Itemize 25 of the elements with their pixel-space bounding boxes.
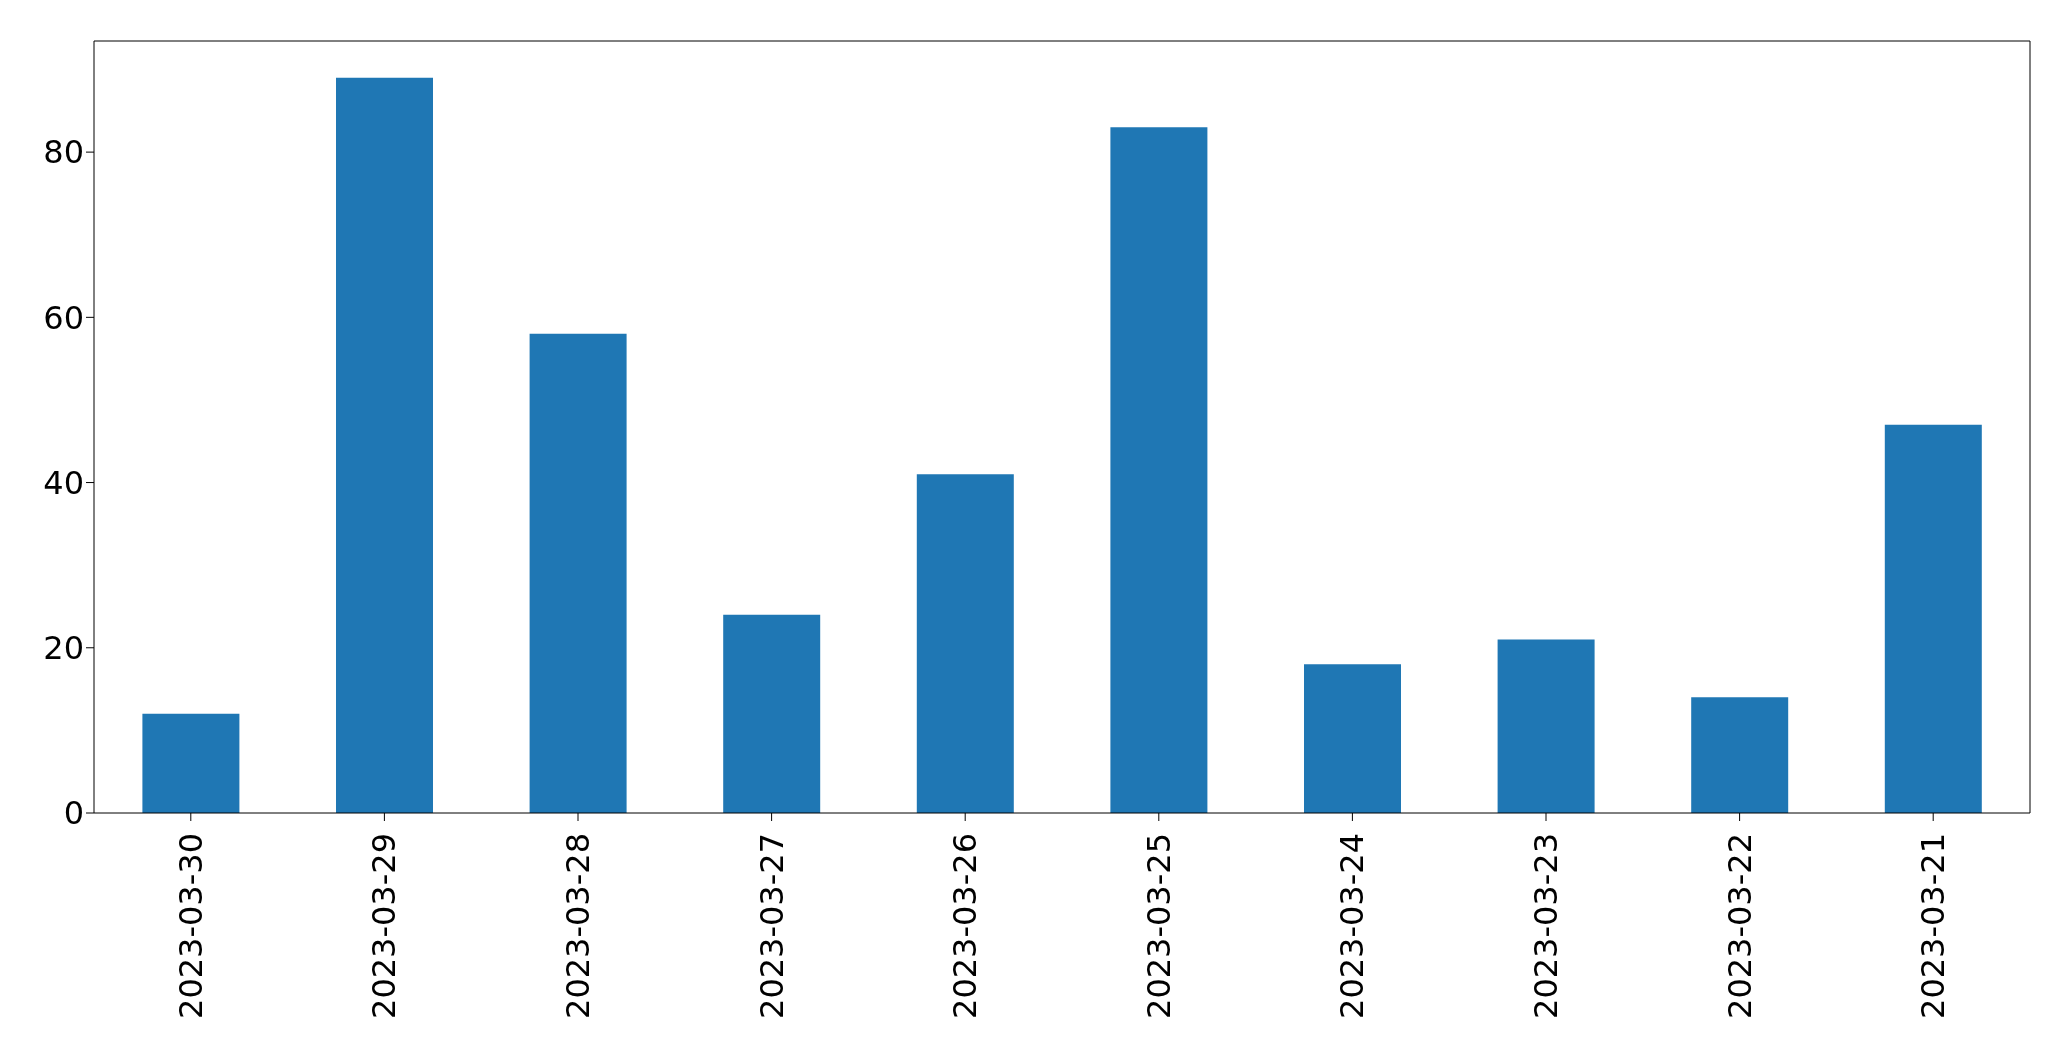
x-tick-label: 2023-03-30 (171, 833, 210, 1019)
y-tick-label: 20 (43, 629, 84, 668)
y-tick-label: 80 (43, 133, 84, 172)
x-tick-label: 2023-03-22 (1720, 833, 1759, 1019)
x-tick-label: 2023-03-29 (365, 833, 404, 1019)
x-tick-label: 2023-03-28 (559, 833, 597, 1019)
bar (1304, 664, 1401, 813)
bar (1497, 639, 1595, 813)
x-tick-label: 2023-03-26 (946, 833, 985, 1019)
x-tick-label: 2023-03-25 (1139, 833, 1178, 1019)
bar (1884, 424, 1982, 813)
y-tick-label: 0 (63, 794, 84, 833)
bar (916, 474, 1014, 813)
x-tick-label: 2023-03-24 (1333, 833, 1372, 1019)
y-tick-label: 40 (43, 463, 84, 502)
x-tick-label: 2023-03-21 (1914, 833, 1953, 1019)
bar (529, 333, 627, 813)
bar (723, 614, 821, 813)
x-tick-label: 2023-03-23 (1527, 833, 1565, 1019)
x-tick-label: 2023-03-27 (752, 833, 791, 1019)
y-tick-label: 60 (43, 298, 84, 337)
bar (1110, 127, 1208, 813)
bar (1691, 697, 1789, 813)
bar (142, 713, 240, 813)
bar (336, 77, 433, 813)
